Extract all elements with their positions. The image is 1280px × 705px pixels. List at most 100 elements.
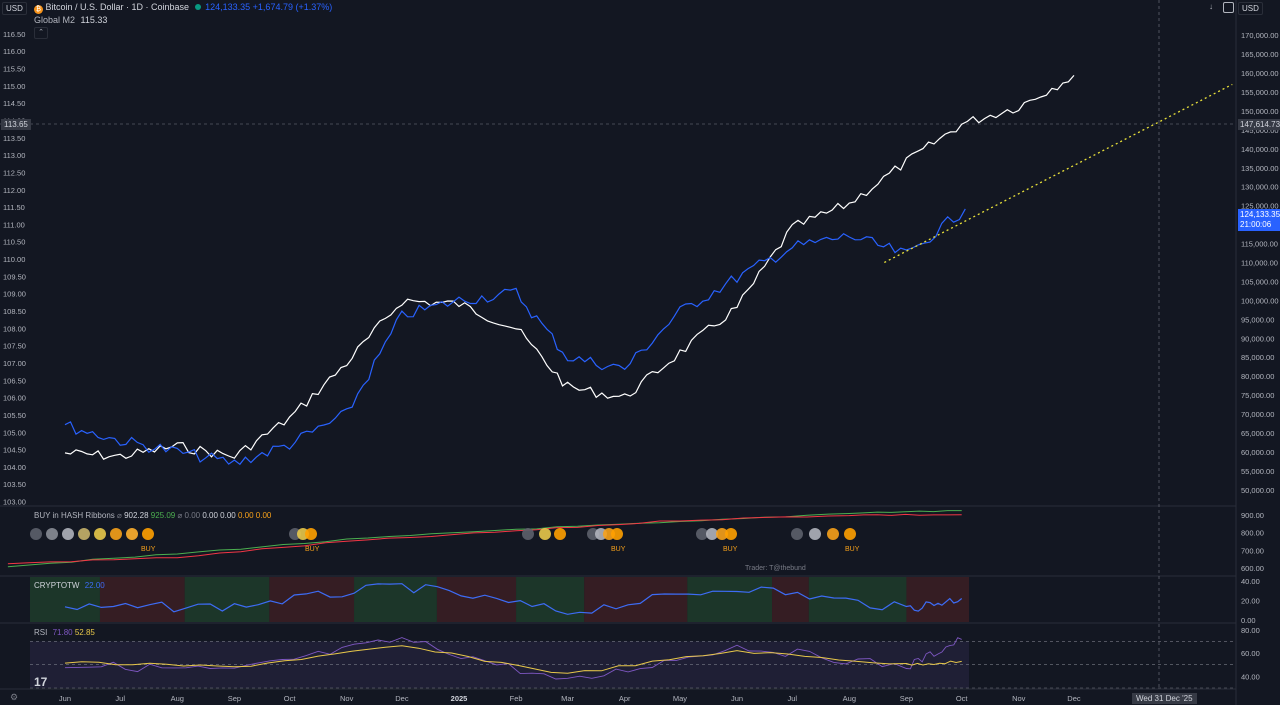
right-axis-tick-16: 90,000.00: [1241, 334, 1274, 343]
hash-signal-circle: [725, 528, 737, 540]
hash-signal-circle: [716, 528, 728, 540]
time-axis-label-18: Dec: [1067, 694, 1081, 703]
right-axis-tick-8: 130,000.00: [1241, 183, 1279, 192]
left-axis-tick-23: 105.00: [3, 428, 26, 437]
time-axis-label-16: Oct: [956, 694, 969, 703]
hash-signal-circle: [539, 528, 551, 540]
bitcoin-icon: ₿: [34, 5, 43, 14]
currency-left-badge[interactable]: USD: [2, 2, 27, 15]
right-axis-tick-24: 50,000.00: [1241, 486, 1274, 495]
rsi-axis-tick-1: 60.00: [1241, 649, 1260, 658]
right-crosshair-label: 147,614.73: [1238, 119, 1280, 130]
right-axis-tick-14: 100,000.00: [1241, 296, 1279, 305]
hash-signal-circle: [62, 528, 74, 540]
global-m2-line: [64, 75, 1075, 460]
time-axis-label-9: Mar: [561, 694, 574, 703]
rsi-ma-line: [64, 645, 962, 674]
left-axis-tick-18: 107.50: [3, 342, 26, 351]
left-axis-tick-22: 105.50: [3, 411, 26, 420]
cryptotw-value: 22.00: [84, 581, 105, 590]
hash-legend[interactable]: BUY in HASH Ribbons ⌀ 902.28 925.09 ⌀ 0.…: [34, 511, 272, 520]
hash-signal-circle: [844, 528, 856, 540]
hash-axis-tick-2: 700.00: [1241, 546, 1264, 555]
hash-signal-circle: [142, 528, 154, 540]
right-axis-tick-17: 85,000.00: [1241, 353, 1274, 362]
left-axis-tick-1: 116.00: [3, 47, 25, 56]
cryptotw-band-6: [516, 577, 585, 622]
right-axis-tick-12: 110,000.00: [1241, 259, 1278, 268]
hash-buy-label-1: BUY: [141, 546, 156, 553]
rsi-axis-tick-0: 80.00: [1241, 626, 1260, 635]
right-axis-tick-19: 75,000.00: [1241, 391, 1274, 400]
rsi-label: RSI: [34, 628, 48, 637]
hash-axis-tick-3: 600.00: [1241, 564, 1264, 573]
hash-value-6: 0.00: [237, 511, 254, 520]
time-axis-label-14: Aug: [843, 694, 856, 703]
price-tag: 124,133.35 21:00:06: [1238, 209, 1280, 231]
hash-signal-circle: [706, 528, 718, 540]
time-axis-label-15: Sep: [900, 694, 913, 703]
left-axis-tick-17: 108.00: [3, 324, 26, 333]
time-axis-label-5: Nov: [340, 694, 354, 703]
left-axis-tick-10: 111.50: [3, 203, 25, 212]
time-axis-label-17: Nov: [1012, 694, 1026, 703]
bar-countdown: 21:00:06: [1240, 220, 1272, 229]
left-axis-tick-4: 114.50: [3, 99, 25, 108]
overlay-value: 115.33: [80, 15, 108, 25]
cryptotw-label: CRYPTOTW: [34, 581, 80, 590]
hash-axis-tick-0: 900.00: [1241, 511, 1264, 520]
hash-signal-circle: [46, 528, 58, 540]
hash-buy-label-5: BUY: [845, 546, 860, 553]
hash-value-5: 0.00: [220, 511, 236, 520]
overlay-legend[interactable]: Global M2 115.33: [34, 15, 107, 25]
collapse-legend-icon[interactable]: ⌃: [34, 27, 48, 39]
left-axis-tick-27: 103.00: [3, 498, 26, 507]
fullscreen-icon[interactable]: [1223, 2, 1234, 13]
time-axis-label-3: Sep: [228, 694, 241, 703]
market-open-dot: [194, 4, 201, 10]
left-axis-tick-7: 113.00: [3, 151, 25, 160]
hash-signal-circle: [791, 528, 803, 540]
right-axis-tick-7: 135,000.00: [1241, 164, 1279, 173]
rsi-value-1: 71.80: [52, 628, 73, 637]
time-axis-label-10: Apr: [619, 694, 631, 703]
download-icon[interactable]: ↓: [1209, 2, 1213, 11]
hash-signal-circle: [554, 528, 566, 540]
hash-buy-label-3: BUY: [611, 546, 626, 553]
rsi-value-2: 52.85: [74, 628, 95, 637]
settings-gear-icon[interactable]: ⚙: [10, 692, 19, 702]
left-axis-tick-20: 106.50: [3, 376, 26, 385]
cryptotw-band-10: [808, 577, 907, 622]
hash-value-1: 902.28: [124, 511, 149, 520]
rsi-legend[interactable]: RSI 71.80 52.85: [34, 628, 95, 637]
time-axis-label-1: Jul: [115, 694, 125, 703]
hash-buy-label-2: BUY: [305, 546, 320, 553]
cryptotw-axis-tick-1: 20.00: [1241, 596, 1260, 605]
right-axis-tick-3: 155,000.00: [1241, 88, 1279, 97]
right-axis-tick-11: 115,000.00: [1241, 240, 1278, 249]
time-axis-label-11: May: [673, 694, 687, 703]
right-axis-tick-21: 65,000.00: [1241, 429, 1274, 438]
cryptotw-line: [64, 583, 963, 615]
cryptotw-band-1: [99, 577, 185, 622]
time-axis-label-13: Jul: [787, 694, 797, 703]
hash-axis-tick-1: 800.00: [1241, 529, 1264, 538]
hash-value-7: 0.00: [255, 511, 272, 520]
hash-value-2: 925.09: [150, 511, 176, 520]
left-axis-tick-6: 113.50: [3, 134, 25, 143]
currency-right-badge[interactable]: USD: [1238, 2, 1263, 15]
hash-signal-circle: [305, 528, 317, 540]
time-axis-label-8: Feb: [510, 694, 523, 703]
left-axis-tick-16: 108.50: [3, 307, 26, 316]
symbol-title[interactable]: Bitcoin / U.S. Dollar · 1D · Coinbase: [45, 2, 190, 12]
cryptotw-band-9: [772, 577, 809, 622]
cryptotw-legend[interactable]: CRYPTOTW 22.00: [34, 581, 105, 590]
left-axis-tick-0: 116.50: [3, 30, 25, 39]
left-axis-tick-14: 109.50: [3, 272, 26, 281]
price-tag-value: 124,133.35: [1240, 210, 1280, 219]
left-axis-tick-2: 115.50: [3, 65, 25, 74]
time-axis-label-7: 2025: [451, 694, 468, 703]
hash-signal-circle: [522, 528, 534, 540]
hash-credit: Trader: T@thebund: [745, 565, 806, 572]
